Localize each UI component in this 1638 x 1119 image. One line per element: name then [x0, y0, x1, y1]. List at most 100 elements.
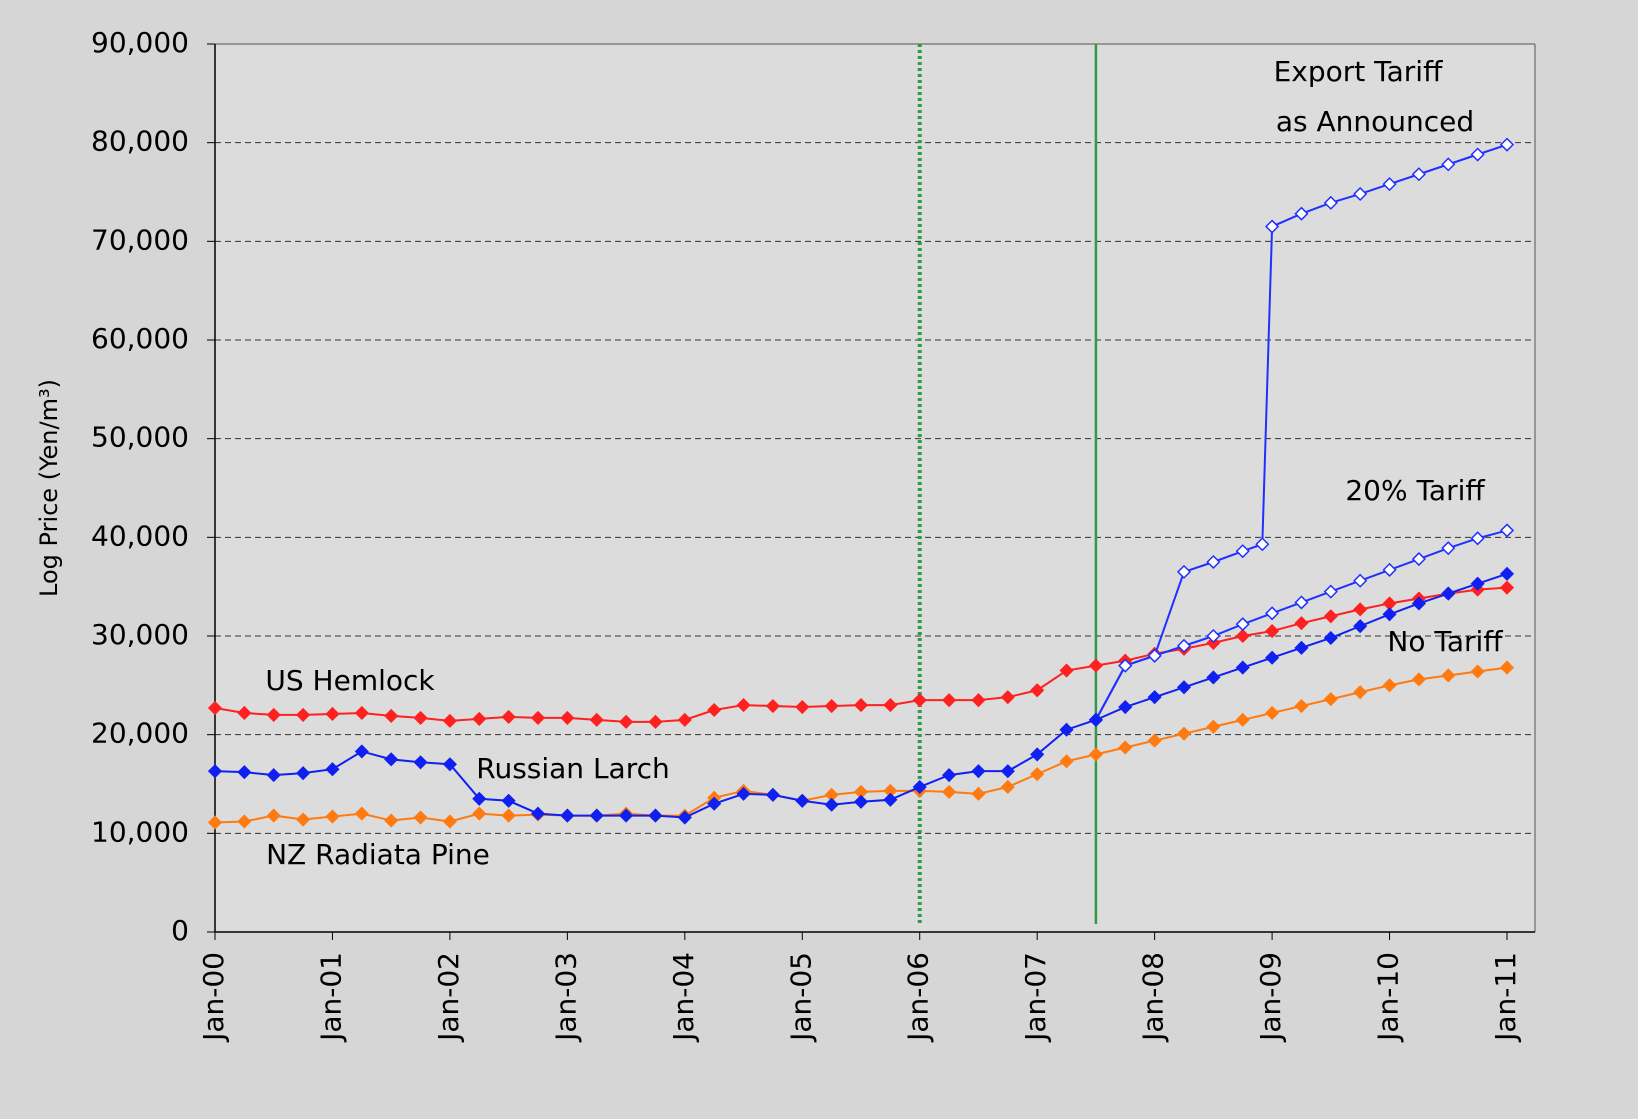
data-point	[1235, 628, 1250, 644]
data-point	[207, 700, 223, 716]
y-tick-label: 90,000	[91, 26, 189, 59]
data-point	[560, 710, 575, 725]
data-point	[1353, 685, 1368, 700]
data-point	[1176, 564, 1192, 579]
x-tick-label: Jan-08	[1137, 952, 1170, 1043]
data-point	[442, 713, 457, 728]
data-point	[1206, 628, 1221, 644]
data-point	[442, 757, 457, 772]
data-point	[1206, 719, 1221, 734]
x-tick-label: Jan-11	[1489, 952, 1522, 1043]
data-point	[619, 808, 634, 823]
data-point	[266, 768, 281, 783]
data-point	[413, 810, 428, 825]
data-point	[1470, 147, 1485, 162]
data-point	[1265, 219, 1280, 234]
data-point	[1118, 699, 1133, 715]
data-point	[765, 698, 780, 714]
series-label: Russian Larch	[476, 752, 670, 785]
data-point	[1499, 660, 1515, 675]
data-point	[1059, 722, 1074, 737]
data-point	[1323, 609, 1338, 624]
data-point	[1294, 698, 1309, 714]
y-tick-label: 50,000	[91, 421, 189, 454]
data-point	[883, 792, 898, 807]
y-tick-label: 20,000	[91, 717, 189, 750]
data-point	[1470, 664, 1485, 679]
data-point	[736, 786, 751, 801]
x-tick-label: Jan-04	[667, 952, 700, 1043]
data-point	[1323, 692, 1338, 707]
data-point	[442, 814, 457, 829]
data-point	[1411, 672, 1426, 687]
data-point	[1000, 690, 1015, 705]
data-point	[648, 714, 663, 729]
data-point	[1088, 712, 1103, 727]
data-point	[795, 699, 810, 715]
x-tick-label: Jan-02	[432, 952, 465, 1043]
data-point	[971, 764, 986, 779]
annotation: No Tariff	[1387, 625, 1503, 658]
data-point	[207, 815, 223, 830]
data-point	[1176, 638, 1192, 653]
x-tick-label: Jan-05	[784, 952, 817, 1043]
data-point	[1353, 186, 1368, 202]
data-point	[1411, 551, 1426, 567]
data-point	[1323, 630, 1338, 646]
data-point	[530, 710, 546, 725]
data-point	[1147, 648, 1162, 663]
data-point	[707, 702, 722, 718]
data-point	[354, 705, 369, 721]
data-point	[1059, 663, 1074, 678]
data-point	[384, 752, 399, 767]
data-point	[296, 766, 311, 781]
data-point	[677, 810, 692, 825]
data-point	[207, 764, 223, 779]
data-point	[765, 787, 780, 802]
data-point	[589, 712, 604, 727]
y-tick-label: 30,000	[91, 618, 189, 651]
data-point	[824, 797, 839, 812]
data-point	[971, 786, 986, 801]
data-point	[912, 693, 927, 708]
annotation: as Announced	[1276, 105, 1474, 138]
data-point	[354, 744, 369, 759]
data-point	[1411, 596, 1426, 611]
data-point	[942, 768, 957, 783]
data-point	[1000, 764, 1015, 779]
data-point	[1030, 767, 1045, 782]
data-point	[1499, 137, 1515, 152]
data-point	[619, 714, 634, 729]
data-point	[1088, 658, 1103, 673]
data-point	[1265, 705, 1280, 721]
data-point	[237, 765, 252, 780]
data-point	[237, 705, 252, 721]
data-point	[501, 793, 516, 808]
series-label: 20% Tariff	[1345, 474, 1485, 507]
data-point	[1382, 607, 1397, 622]
y-axis-label: Log Price (Yen/m³)	[35, 379, 63, 597]
data-point	[560, 808, 575, 823]
data-point	[1499, 580, 1515, 595]
data-point	[1235, 712, 1250, 727]
plot-area	[215, 44, 1535, 932]
annotation: Export Tariff	[1274, 55, 1443, 88]
data-point	[1030, 683, 1045, 698]
x-tick-label: Jan-07	[1019, 952, 1052, 1043]
data-point	[1441, 586, 1456, 601]
data-point	[942, 693, 957, 708]
data-point	[1499, 523, 1515, 538]
x-tick-label: Jan-00	[197, 952, 230, 1043]
data-point	[1235, 660, 1250, 675]
data-point	[501, 709, 516, 724]
data-point	[1206, 554, 1221, 570]
x-tick-label: Jan-09	[1254, 952, 1287, 1043]
data-point	[1382, 177, 1397, 192]
data-point	[530, 806, 546, 821]
data-point	[1176, 726, 1192, 741]
data-point	[589, 808, 604, 823]
x-tick-label: Jan-06	[902, 952, 935, 1043]
y-tick-label: 80,000	[91, 125, 189, 158]
data-point	[1265, 650, 1280, 665]
